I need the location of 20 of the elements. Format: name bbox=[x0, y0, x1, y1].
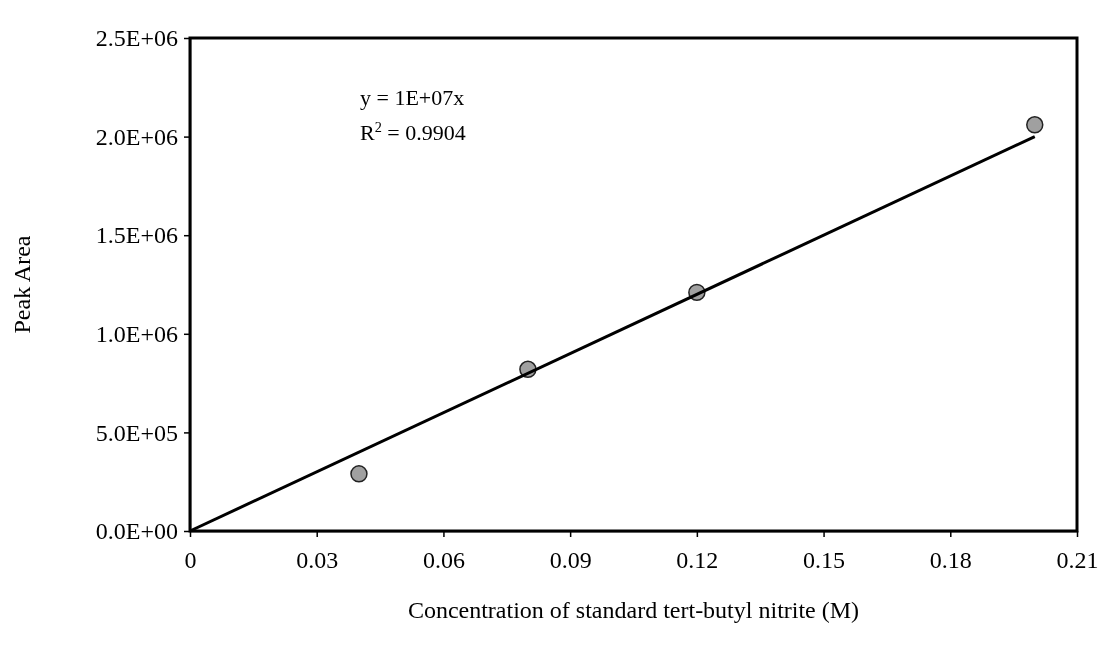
x-axis-title: Concentration of standard tert-butyl nitrite (M) bbox=[407, 597, 860, 623]
y-axis-title: Peak Area bbox=[9, 235, 35, 334]
x-tick-label: 0.03 bbox=[296, 547, 339, 574]
point bbox=[350, 465, 368, 483]
y-tick-label: 0.0E+00 bbox=[95, 518, 178, 545]
y-tick-label: 1.5E+06 bbox=[95, 222, 178, 249]
x-tick-label: 0.15 bbox=[803, 547, 846, 574]
annotation: R$^{2}$ = 0.9904 bbox=[360, 119, 466, 145]
y-tick-label: 5.0E+05 bbox=[95, 419, 178, 446]
point bbox=[1026, 116, 1044, 134]
y-tick-label: 1.0E+06 bbox=[95, 320, 178, 347]
x-tick-label: 0.21 bbox=[1056, 547, 1099, 574]
x-tick-label: 0.18 bbox=[929, 547, 972, 574]
x-tick-label: 0.09 bbox=[549, 547, 592, 574]
y-tick-label: 2.0E+06 bbox=[95, 123, 178, 150]
x-tick-label: 0 bbox=[184, 547, 197, 574]
annotation: y = 1E+07x bbox=[360, 85, 465, 110]
y-tick-label: 2.5E+06 bbox=[95, 25, 178, 52]
x-tick-label: 0.06 bbox=[422, 547, 465, 574]
x-tick-label: 0.12 bbox=[676, 547, 719, 574]
